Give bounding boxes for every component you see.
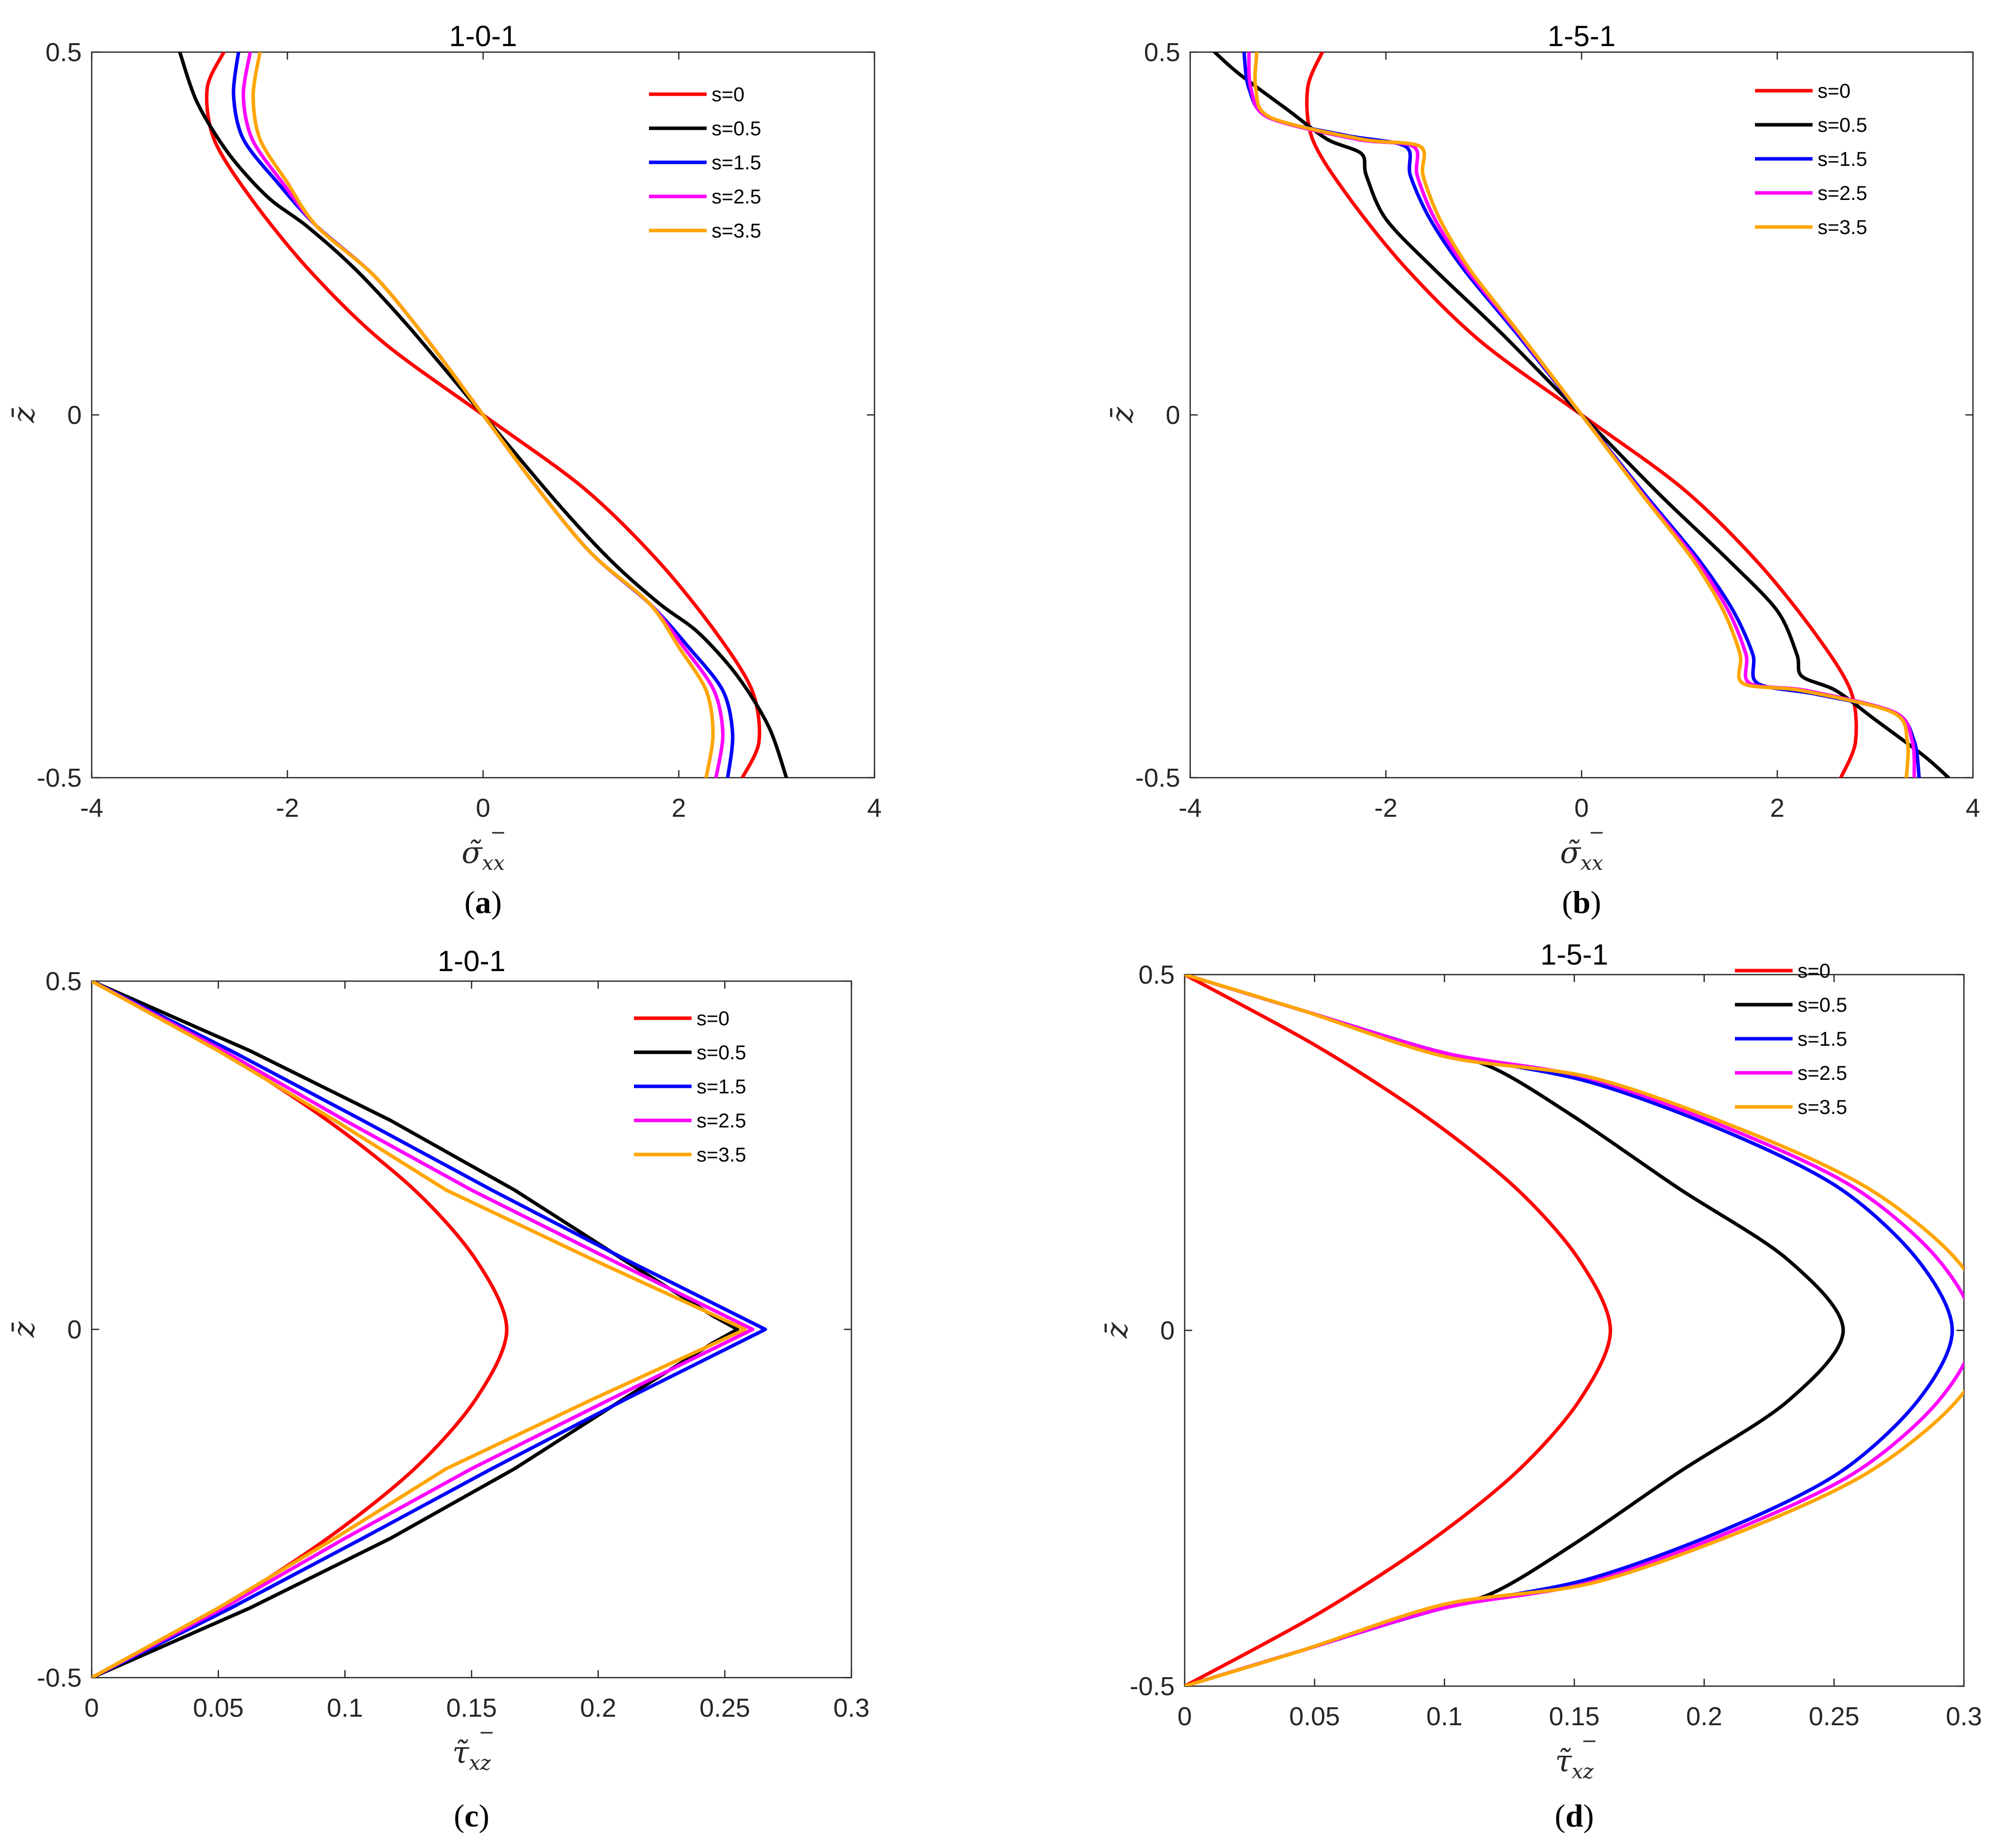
x-tick-label: 2 <box>1770 794 1785 823</box>
legend-label: s=3.5 <box>1818 216 1867 239</box>
chart-panel-b: -4 -2 0 2 4 -0.5 0 0.5 1-5-1 σ̃xx z̄ (b) s=0 s=0.5 s=1… <box>1105 20 1980 920</box>
series-line-s=3.5 <box>1253 52 1910 778</box>
x-tick-label: 4 <box>1966 794 1980 823</box>
series-line-s=2.5 <box>1185 975 1964 1686</box>
chart-panel-a: -4 -2 0 2 4 -0.5 0 0.5 1-0-1 σ̃xx z̄ (a) s=0 s=0.5 s=1… <box>7 20 881 920</box>
x-tick-label: 0.1 <box>1426 1702 1462 1731</box>
series-line-s=0 <box>1185 975 1612 1686</box>
x-tick-label: 0.3 <box>1946 1702 1982 1731</box>
series-line-s=2.5 <box>92 981 755 1678</box>
x-tick-label: 0 <box>1178 1702 1192 1731</box>
y-tick-label: 0.5 <box>1139 961 1175 990</box>
x-tick-label: -4 <box>1179 794 1202 823</box>
series-line-s=3.5 <box>251 52 715 778</box>
legend-label: s=0 <box>1798 960 1831 982</box>
x-tick-label: 0.25 <box>1809 1702 1859 1731</box>
y-tick-label: 0.5 <box>46 967 82 996</box>
chart-panel-d: 0 0.05 0.1 0.15 0.2 0.25 0.3-0.500.51-5-1τ̃xzz… <box>1099 939 1982 1833</box>
y-tick-label: 0 <box>67 401 82 430</box>
x-tick-label: 0.25 <box>700 1694 750 1723</box>
x-axis-label: τ̃xz <box>453 1735 492 1775</box>
y-axis-label: z̄ <box>1105 407 1140 423</box>
x-tick-label: -4 <box>80 794 103 823</box>
x-tick-label: 0.15 <box>446 1694 497 1723</box>
legend-label: s=2.5 <box>1818 182 1867 204</box>
x-axis-label: σ̃xx <box>1560 835 1603 875</box>
x-tick-label: 0.1 <box>327 1694 363 1723</box>
y-axis-label: z̄ <box>1099 1322 1135 1339</box>
x-tick-label: -2 <box>1374 794 1397 823</box>
legend-label: s=0 <box>712 84 745 106</box>
legend-label: s=3.5 <box>697 1144 746 1166</box>
x-tick-label: 0 <box>1575 794 1589 823</box>
series-line-s=3.5 <box>92 981 747 1678</box>
plot-area-c <box>91 980 852 1679</box>
legend-label: s=2.5 <box>712 186 761 208</box>
legend-label: s=1.5 <box>697 1076 746 1098</box>
legend-label: s=3.5 <box>1798 1096 1847 1118</box>
x-tick-label: 0 <box>85 1694 99 1723</box>
legend: s=0 s=0.5 s=1.5 s=2.5 s=3.5 <box>634 1008 746 1166</box>
x-tick-label: 4 <box>867 794 882 823</box>
x-tick-label: -2 <box>276 794 299 823</box>
legend-label: s=1.5 <box>712 152 761 174</box>
legend: s=0 s=0.5 s=1.5 s=2.5 s=3.5 <box>1755 80 1867 239</box>
legend-label: s=0.5 <box>1798 994 1847 1016</box>
x-tick-label: 2 <box>672 794 686 823</box>
legend-label: s=0.5 <box>697 1042 746 1064</box>
chart-title: 1-0-1 <box>437 945 505 978</box>
x-tick-label: 0 <box>476 794 491 823</box>
legend-label: s=1.5 <box>1818 148 1867 170</box>
y-axis-label: z̄ <box>7 407 42 423</box>
series-line-s=0.5 <box>92 981 740 1678</box>
y-tick-label: 0.5 <box>1144 38 1180 67</box>
series-group <box>92 981 767 1678</box>
y-tick-label: -0.5 <box>37 764 82 793</box>
x-tick-label: 0.05 <box>193 1694 244 1723</box>
legend-label: s=2.5 <box>697 1110 746 1132</box>
x-tick-label: 0.2 <box>1686 1702 1722 1731</box>
x-tick-label: 0.05 <box>1289 1702 1340 1731</box>
y-tick-label: 0 <box>1160 1316 1175 1345</box>
chart-title: 1-5-1 <box>1540 939 1608 971</box>
panel-caption: (c) <box>454 1798 489 1833</box>
legend-label: s=1.5 <box>1798 1028 1847 1050</box>
y-tick-label: -0.5 <box>1135 764 1180 793</box>
legend-label: s=0 <box>697 1008 730 1030</box>
legend-label: s=0 <box>1818 80 1851 102</box>
legend: s=0 s=0.5 s=1.5 s=2.5 s=3.5 <box>1735 960 1847 1118</box>
y-tick-label: 0 <box>67 1315 82 1344</box>
x-axis-label: τ̃xz <box>1555 1744 1594 1783</box>
legend: s=0 s=0.5 s=1.5 s=2.5 s=3.5 <box>649 84 761 242</box>
plot-area-d <box>1184 974 1965 1687</box>
y-tick-label: 0 <box>1166 401 1180 430</box>
x-axis-label: σ̃xx <box>462 835 505 875</box>
legend-label: s=0.5 <box>1818 114 1867 136</box>
series-line-s=3.5 <box>1185 975 1964 1686</box>
x-tick-label: 0.15 <box>1549 1702 1600 1731</box>
panel-caption: (d) <box>1555 1798 1594 1833</box>
y-axis-label: z̄ <box>7 1321 42 1338</box>
legend-label: s=2.5 <box>1798 1062 1847 1084</box>
x-tick-label: 0.3 <box>833 1694 869 1723</box>
chart-title: 1-5-1 <box>1547 20 1615 53</box>
chart-title: 1-0-1 <box>449 20 517 53</box>
series-group <box>1185 975 1964 1686</box>
series-group <box>1213 52 1950 778</box>
y-tick-label: -0.5 <box>1130 1672 1175 1701</box>
panel-caption: (a) <box>465 884 502 920</box>
panel-caption: (b) <box>1562 884 1601 920</box>
x-tick-label: 0.2 <box>580 1694 616 1723</box>
y-tick-label: -0.5 <box>37 1664 82 1693</box>
chart-panel-c: 0 0.05 0.1 0.15 0.2 0.25 0.3-0.500.51-0-1τ̃xzz… <box>7 945 869 1833</box>
y-tick-label: 0.5 <box>46 38 82 67</box>
series-group <box>178 52 788 778</box>
series-line-s=1.5 <box>92 981 767 1678</box>
legend-label: s=3.5 <box>712 220 761 242</box>
legend-label: s=0.5 <box>712 118 761 140</box>
